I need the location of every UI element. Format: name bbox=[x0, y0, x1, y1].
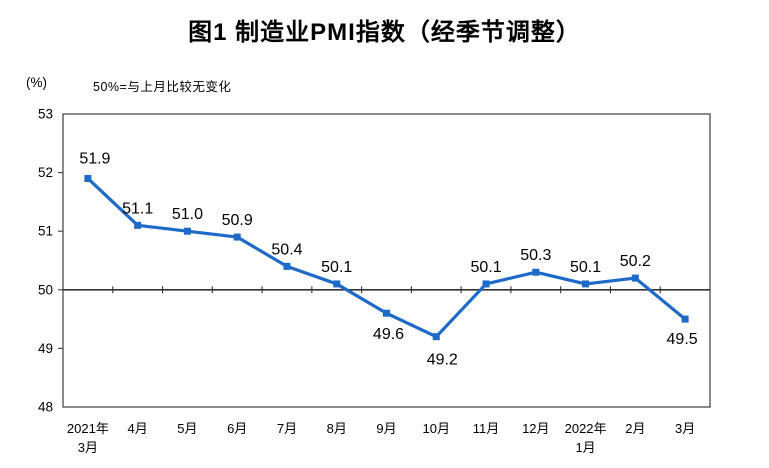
plot-border bbox=[62, 113, 711, 408]
data-point-label: 49.5 bbox=[667, 331, 698, 348]
x-tick-label: 7月 bbox=[277, 421, 297, 436]
chart-title: 图1 制造业PMI指数（经季节调整） bbox=[188, 19, 581, 46]
data-point-marker bbox=[283, 262, 291, 270]
x-tick-label: 2021年 bbox=[67, 421, 109, 436]
x-tick-label: 1月 bbox=[575, 440, 595, 455]
x-tick-label: 6月 bbox=[227, 421, 247, 436]
y-axis-unit-label: (%) bbox=[26, 75, 47, 90]
data-point-marker bbox=[84, 174, 92, 182]
y-tick-label: 52 bbox=[38, 165, 53, 180]
x-tick-label: 10月 bbox=[423, 421, 450, 436]
x-tick-label: 2022年 bbox=[565, 421, 607, 436]
data-point-marker bbox=[631, 274, 639, 282]
x-tick-label: 3月 bbox=[78, 440, 98, 455]
y-tick-label: 51 bbox=[38, 224, 53, 239]
data-point-label: 50.2 bbox=[620, 253, 651, 270]
data-point-label: 50.1 bbox=[570, 259, 601, 276]
y-tick-label: 53 bbox=[38, 107, 53, 122]
data-point-label: 50.4 bbox=[271, 241, 302, 258]
x-tick-label: 12月 bbox=[522, 421, 549, 436]
data-point-label: 49.6 bbox=[373, 326, 404, 343]
data-point-label: 50.1 bbox=[321, 259, 352, 276]
y-tick-label: 49 bbox=[38, 341, 53, 356]
data-point-marker bbox=[333, 280, 341, 288]
data-point-marker bbox=[532, 268, 540, 276]
y-tick-label: 50 bbox=[38, 282, 53, 297]
data-point-marker bbox=[432, 333, 440, 341]
data-point-marker bbox=[383, 309, 390, 317]
data-point-marker bbox=[482, 280, 490, 288]
data-point-marker bbox=[681, 315, 689, 323]
data-point-label: 49.2 bbox=[427, 352, 458, 369]
data-point-label: 50.9 bbox=[222, 212, 253, 229]
reference-note: 50%=与上月比较无变化 bbox=[93, 80, 232, 94]
data-point-marker bbox=[582, 280, 590, 288]
data-point-label: 50.3 bbox=[520, 247, 551, 264]
data-point-label: 51.1 bbox=[122, 200, 153, 217]
x-tick-label: 3月 bbox=[675, 421, 695, 436]
data-point-label: 50.1 bbox=[470, 259, 501, 276]
data-point-marker bbox=[183, 227, 191, 235]
x-tick-label: 2月 bbox=[625, 421, 645, 436]
x-tick-label: 9月 bbox=[376, 421, 396, 436]
x-tick-label: 8月 bbox=[327, 421, 347, 436]
data-point-label: 51.9 bbox=[79, 150, 110, 167]
data-point-label: 51.0 bbox=[172, 206, 203, 223]
data-point-marker bbox=[134, 221, 142, 229]
x-tick-label: 11月 bbox=[473, 421, 500, 436]
y-tick-label: 48 bbox=[38, 400, 53, 415]
x-tick-label: 4月 bbox=[128, 421, 148, 436]
x-tick-label: 5月 bbox=[177, 421, 197, 436]
data-point-marker bbox=[233, 233, 241, 241]
